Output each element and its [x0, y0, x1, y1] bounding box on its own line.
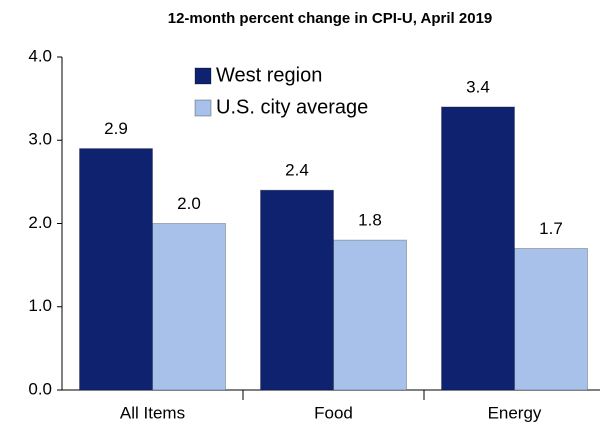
bar — [333, 239, 407, 391]
value-label: 1.7 — [539, 219, 563, 238]
value-label: 2.4 — [285, 161, 309, 180]
value-label: 2.0 — [177, 194, 201, 213]
y-tick-label: 4.0 — [28, 46, 52, 65]
chart-title: 12-month percent change in CPI-U, April … — [168, 10, 493, 27]
value-label: 1.8 — [358, 211, 382, 230]
value-label: 3.4 — [466, 77, 490, 96]
bar — [441, 106, 515, 391]
legend-swatch — [194, 99, 212, 117]
legend-label: West region — [216, 64, 322, 86]
x-tick-label: All Items — [120, 403, 185, 422]
value-label: 2.9 — [104, 119, 128, 138]
y-tick-label: 3.0 — [28, 130, 52, 149]
bar — [260, 189, 334, 391]
legend-swatch — [194, 67, 212, 85]
bar — [152, 223, 226, 391]
y-tick-label: 0.0 — [28, 379, 52, 398]
x-tick-label: Energy — [488, 403, 542, 422]
bar — [79, 148, 153, 391]
y-tick-label: 2.0 — [28, 213, 52, 232]
bar — [514, 247, 588, 391]
legend-label: U.S. city average — [216, 96, 368, 118]
y-tick-label: 1.0 — [28, 296, 52, 315]
x-tick-label: Food — [314, 403, 353, 422]
